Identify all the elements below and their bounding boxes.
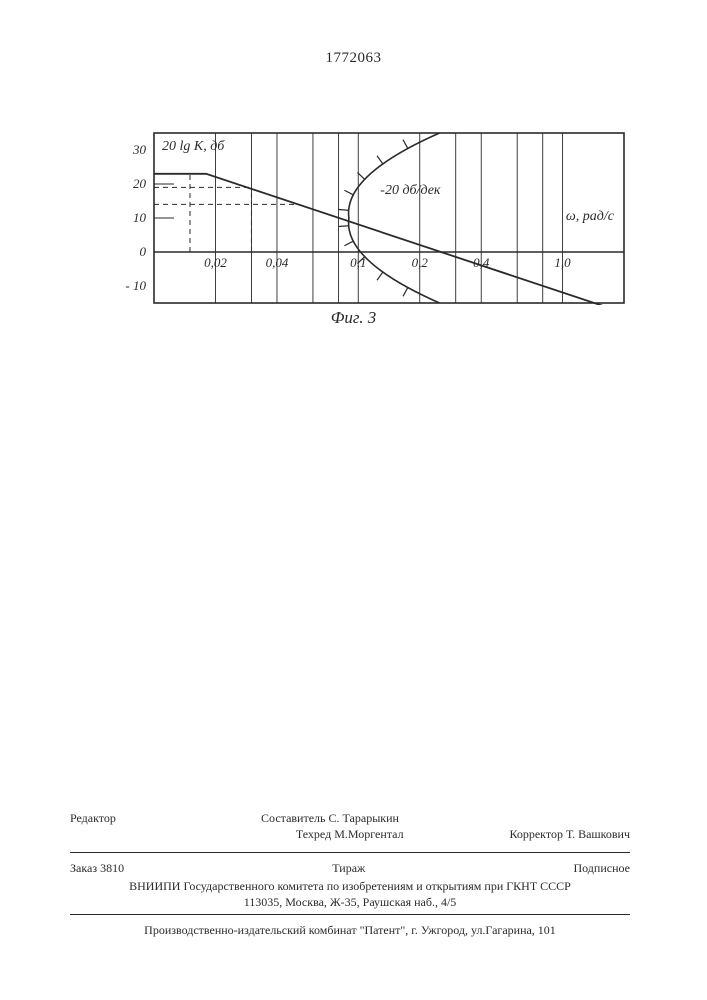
divider bbox=[70, 852, 630, 853]
organization-block: ВНИИПИ Государственного комитета по изоб… bbox=[70, 878, 630, 910]
print-run-label: Тираж bbox=[332, 860, 365, 876]
order-number: 3810 bbox=[100, 861, 124, 875]
svg-text:30: 30 bbox=[132, 142, 147, 157]
techred-name: М.Моргентал bbox=[334, 827, 403, 841]
svg-text:-20 дб/дек: -20 дб/дек bbox=[380, 183, 441, 198]
credits-block: Редактор Составитель С. Тарарыкин Техред… bbox=[70, 810, 630, 842]
svg-text:1,0: 1,0 bbox=[554, 255, 571, 270]
techred-label: Техред bbox=[296, 827, 331, 841]
corrector-name: Т. Вашкович bbox=[566, 827, 630, 841]
svg-text:- 10: - 10 bbox=[125, 278, 146, 293]
order-label: Заказ bbox=[70, 861, 97, 875]
svg-text:10: 10 bbox=[133, 210, 147, 225]
org-line-2: 113035, Москва, Ж-35, Раушская наб., 4/5 bbox=[70, 894, 630, 910]
compiler-name: С. Тарарыкин bbox=[329, 811, 399, 825]
svg-text:20 lg K, дб: 20 lg K, дб bbox=[162, 139, 225, 154]
bode-chart: - 1001020300,020,040,10,20,41,020 lg K, … bbox=[108, 130, 628, 305]
svg-text:0,02: 0,02 bbox=[204, 255, 227, 270]
svg-text:ω, рад/с: ω, рад/с bbox=[566, 209, 615, 224]
svg-text:0,2: 0,2 bbox=[412, 255, 429, 270]
divider bbox=[70, 914, 630, 915]
corrector-label: Корректор bbox=[509, 827, 563, 841]
figure-caption: Фиг. 3 bbox=[0, 308, 707, 328]
order-line: Заказ 3810 Тираж Подписное bbox=[70, 860, 630, 876]
subscription-label: Подписное bbox=[573, 860, 630, 876]
document-number: 1772063 bbox=[0, 50, 707, 67]
compiler-label: Составитель bbox=[261, 811, 325, 825]
svg-text:20: 20 bbox=[133, 176, 147, 191]
svg-text:0,04: 0,04 bbox=[266, 255, 289, 270]
production-line: Производственно-издательский комбинат "П… bbox=[70, 922, 630, 938]
editor-label: Редактор bbox=[70, 810, 190, 826]
svg-text:0: 0 bbox=[140, 244, 147, 259]
org-line-1: ВНИИПИ Государственного комитета по изоб… bbox=[70, 878, 630, 894]
